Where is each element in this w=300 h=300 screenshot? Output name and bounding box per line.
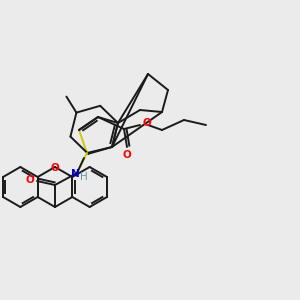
Text: O: O	[26, 175, 34, 185]
Text: O: O	[123, 150, 131, 160]
Text: O: O	[51, 163, 59, 173]
Text: O: O	[142, 118, 152, 128]
Text: N: N	[70, 169, 80, 179]
Text: H: H	[80, 172, 88, 182]
